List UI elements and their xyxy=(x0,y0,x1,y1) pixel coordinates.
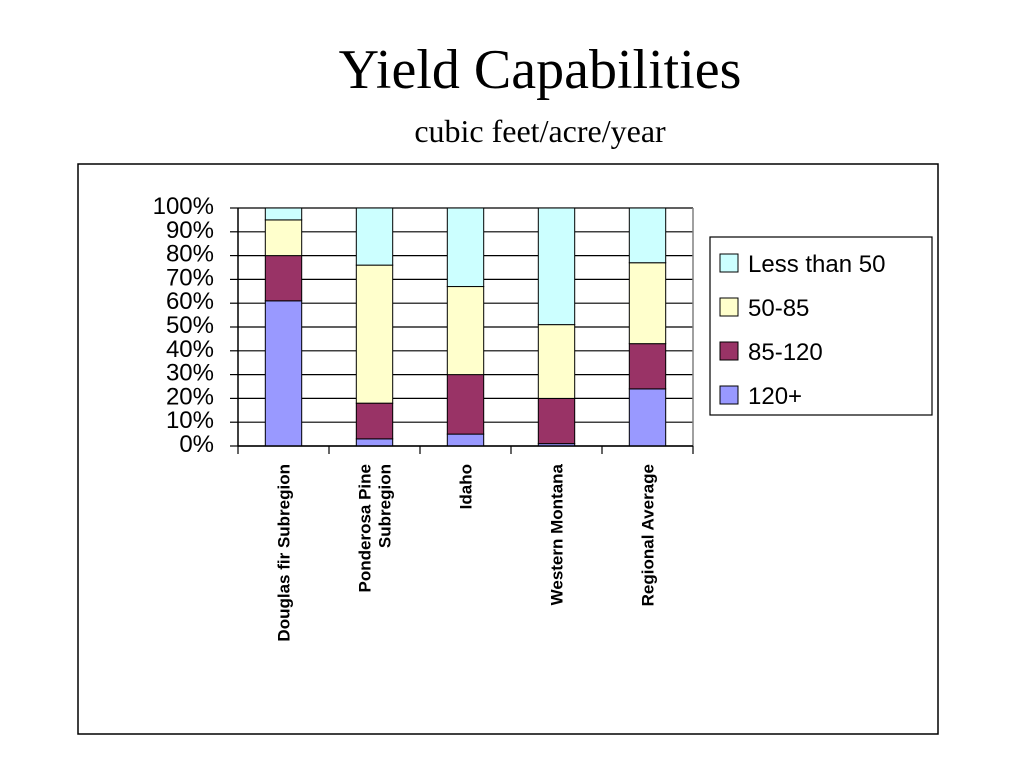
bar-segment xyxy=(537,207,576,326)
x-category-label: Western Montana xyxy=(548,463,567,605)
x-category-label-line: Regional Average xyxy=(639,464,658,606)
y-tick-label: 60% xyxy=(166,288,214,315)
bar-segment xyxy=(264,219,303,257)
bar-segment xyxy=(628,207,667,264)
x-category-label-line: Ponderosa Pine xyxy=(356,464,375,592)
bar-segment xyxy=(537,397,576,445)
y-tick-label: 20% xyxy=(166,383,214,410)
x-category-label: Regional Average xyxy=(639,464,658,606)
bars xyxy=(264,207,667,447)
bar-segment xyxy=(355,402,394,440)
bar-segment xyxy=(355,264,394,404)
bar-segment xyxy=(537,324,576,399)
y-tick-label: 40% xyxy=(166,336,214,363)
bar-segment xyxy=(446,433,485,447)
bar-segment xyxy=(628,262,667,345)
legend-swatch xyxy=(719,385,739,405)
y-tick-label: 90% xyxy=(166,217,214,244)
y-tick-label: 100% xyxy=(153,193,214,220)
bar-segment xyxy=(355,207,394,266)
x-category-label: Idaho xyxy=(457,464,476,509)
x-category-label-line: Idaho xyxy=(457,464,476,509)
bar-segment xyxy=(446,207,485,288)
y-tick-label: 0% xyxy=(179,431,214,458)
bar-segment xyxy=(628,343,667,390)
bar-segment xyxy=(355,438,394,447)
bar-segment xyxy=(446,374,485,435)
y-tick-label: 50% xyxy=(166,312,214,339)
x-category-label: Ponderosa PineSubregion xyxy=(356,464,395,592)
legend-box xyxy=(709,236,933,416)
bar-segment xyxy=(446,286,485,376)
legend-label: 50-85 xyxy=(748,295,809,322)
legend-label: Less than 50 xyxy=(748,251,885,278)
slide-title: Yield Capabilities xyxy=(338,39,742,101)
y-tick-label: 80% xyxy=(166,241,214,268)
axes: 0%10%20%30%40%50%60%70%80%90%100% Douglas… xyxy=(153,193,694,642)
x-category-label-line: Subregion xyxy=(376,464,395,548)
legend-label: 120+ xyxy=(748,383,802,410)
legend-swatch xyxy=(719,341,739,361)
y-tick-label: 70% xyxy=(166,264,214,291)
x-category-label-line: Douglas fir Subregion xyxy=(275,464,294,642)
bar-segment xyxy=(264,255,303,302)
x-category-label: Douglas fir Subregion xyxy=(275,464,294,642)
slide-subtitle: cubic feet/acre/year xyxy=(414,113,666,149)
bar-segment xyxy=(264,300,303,447)
bar-segment xyxy=(628,388,667,447)
legend-swatch xyxy=(719,297,739,317)
legend-swatch xyxy=(719,253,739,273)
legend-label: 85-120 xyxy=(748,339,823,366)
x-category-label-line: Western Montana xyxy=(548,463,567,605)
bar-segment xyxy=(264,207,303,221)
y-tick-label: 30% xyxy=(166,360,214,387)
legend: Less than 50 50-85 85-120 120+ xyxy=(709,236,933,416)
y-tick-label: 10% xyxy=(166,407,214,434)
